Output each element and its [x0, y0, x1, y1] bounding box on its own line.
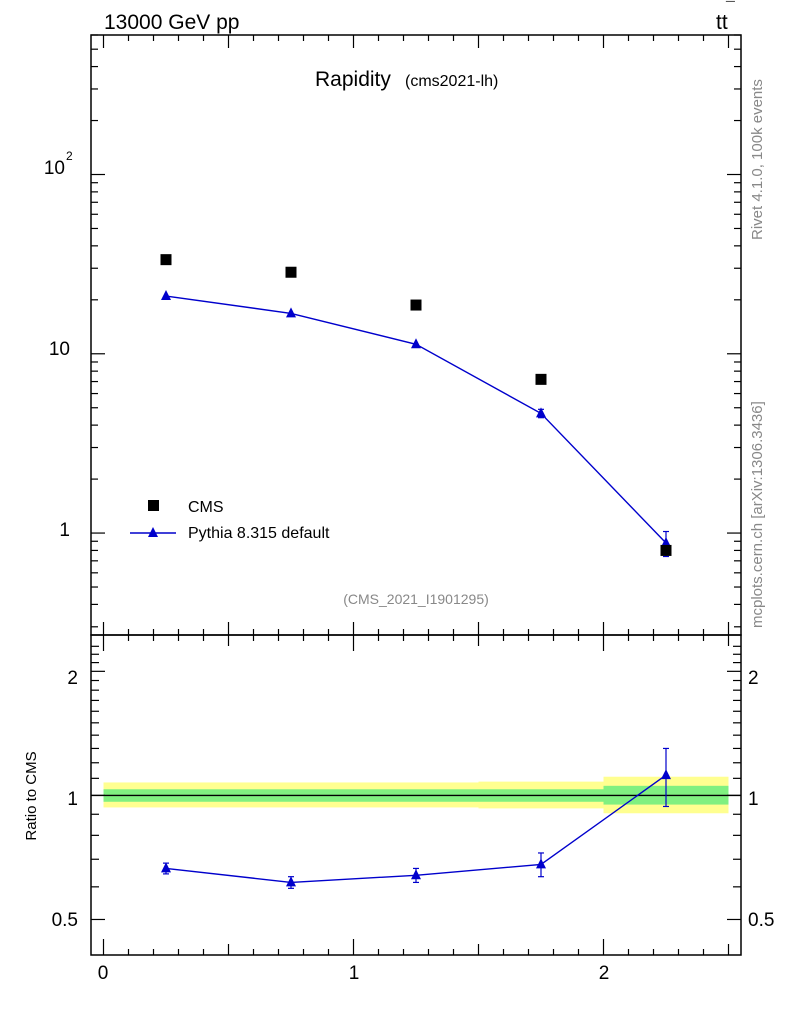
- y-tick-exponent: 2: [66, 149, 73, 163]
- pythia-point: [161, 290, 171, 301]
- cms-point: [285, 266, 297, 278]
- mcplots-label: mcplots.cern.ch [arXiv:1306.3436]: [749, 401, 766, 628]
- y-tick-label-100: 10: [44, 158, 65, 179]
- x-tick-label-1: 1: [349, 963, 360, 984]
- plot-title: Rapidity: [315, 68, 391, 91]
- analysis-watermark: (CMS_2021_I1901295): [343, 591, 489, 607]
- main-plot-content: [160, 254, 672, 558]
- process-bar: ¯: [725, 0, 735, 17]
- process-label: tt: [716, 11, 728, 34]
- ratio-y-tick-0-5-left: 0.5: [52, 910, 78, 931]
- y-tick-label-10: 10: [49, 339, 70, 360]
- plot-subtitle: (cms2021-lh): [405, 73, 498, 90]
- legend: CMS Pythia 8.315 default: [130, 499, 330, 542]
- ratio-pythia-point: [661, 769, 671, 780]
- legend-cms-marker: [148, 500, 159, 511]
- y-tick-label-1: 1: [59, 520, 70, 541]
- ratio-y-tick-0-5-right: 0.5: [748, 910, 774, 931]
- ratio-pythia-point: [536, 858, 546, 869]
- legend-pythia-label: Pythia 8.315 default: [188, 525, 330, 542]
- ratio-y-tick-1-right: 1: [748, 789, 759, 810]
- process-base: tt: [716, 11, 728, 34]
- energy-label: 13000 GeV pp: [104, 11, 239, 34]
- ratio-pythia-point: [411, 869, 421, 880]
- ratio-pythia-point: [161, 862, 171, 873]
- cms-point: [410, 299, 422, 311]
- pythia-point: [661, 537, 671, 548]
- ratio-y-tick-2-right: 2: [748, 668, 759, 689]
- main-panel: Rapidity (cms2021-lh) (CMS_2021_I1901295…: [44, 34, 742, 636]
- x-tick-label-2: 2: [599, 963, 610, 984]
- cms-point: [660, 544, 672, 556]
- ratio-y-tick-1-left: 1: [67, 789, 78, 810]
- ratio-y-tick-2-left: 2: [67, 668, 78, 689]
- ratio-frame: [90, 634, 742, 956]
- legend-cms-label: CMS: [188, 499, 224, 516]
- ratio-pythia-point: [286, 876, 296, 887]
- legend-pythia-marker: [148, 527, 158, 537]
- cms-point: [160, 254, 172, 266]
- pythia-point: [286, 307, 296, 318]
- pythia-point: [411, 338, 421, 349]
- pythia-line: [165, 295, 667, 544]
- ratio-axis-ticks: [91, 635, 741, 955]
- pythia-point: [536, 407, 546, 418]
- ratio-panel: Ratio to CMS 0.5 1 2 0.5 1 2 0 1 2: [23, 634, 774, 984]
- main-frame: [90, 34, 742, 636]
- ratio-plot-content: [91, 747, 741, 889]
- main-axis-ticks: [91, 34, 741, 635]
- rivet-label: Rivet 4.1.0, 100k events: [749, 79, 766, 240]
- cms-point: [535, 373, 547, 385]
- ratio-y-axis-label: Ratio to CMS: [23, 751, 40, 840]
- x-tick-label-0: 0: [98, 963, 109, 984]
